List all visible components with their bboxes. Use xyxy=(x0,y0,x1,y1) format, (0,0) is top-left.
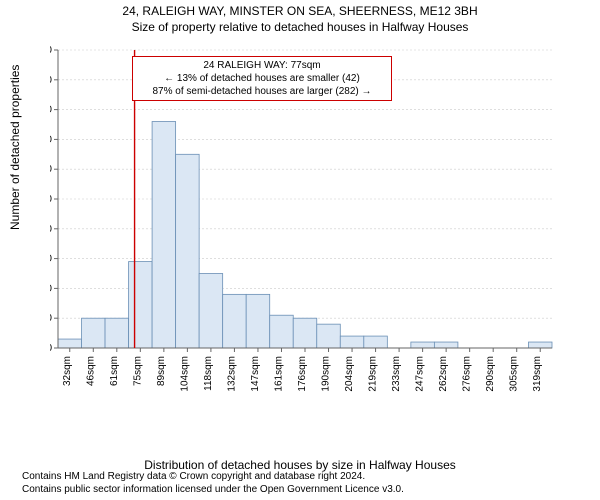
svg-text:190sqm: 190sqm xyxy=(321,356,332,392)
svg-text:70: 70 xyxy=(50,134,52,145)
svg-text:319sqm: 319sqm xyxy=(532,356,543,392)
svg-text:20: 20 xyxy=(50,283,52,294)
svg-text:61sqm: 61sqm xyxy=(109,356,120,386)
svg-text:32sqm: 32sqm xyxy=(62,356,73,386)
annotation-line-2: ← 13% of detached houses are smaller (42… xyxy=(139,72,385,85)
svg-text:46sqm: 46sqm xyxy=(85,356,96,386)
chart-area: 0 10 20 30 40 50 60 70 80 90 100 32sqm 46sqm 61sqm 75s… xyxy=(50,46,560,406)
svg-text:30: 30 xyxy=(50,254,52,265)
svg-text:80: 80 xyxy=(50,105,52,116)
svg-text:89sqm: 89sqm xyxy=(156,356,167,386)
svg-text:276sqm: 276sqm xyxy=(462,356,473,392)
annotation-box: 24 RALEIGH WAY: 77sqm ← 13% of detached … xyxy=(132,56,392,101)
title-line-2: Size of property relative to detached ho… xyxy=(0,20,600,36)
svg-text:104sqm: 104sqm xyxy=(179,356,190,392)
annotation-line-3: 87% of semi-detached houses are larger (… xyxy=(139,85,385,98)
svg-text:40: 40 xyxy=(50,224,52,235)
footer-line-2: Contains public sector information licen… xyxy=(22,484,404,497)
svg-text:219sqm: 219sqm xyxy=(368,356,379,392)
svg-text:0: 0 xyxy=(50,343,52,354)
annotation-line-1: 24 RALEIGH WAY: 77sqm xyxy=(139,59,385,72)
svg-text:100: 100 xyxy=(50,46,52,56)
svg-text:233sqm: 233sqm xyxy=(391,356,402,392)
svg-text:60: 60 xyxy=(50,164,52,175)
svg-text:90: 90 xyxy=(50,75,52,86)
y-axis-label: Number of detached properties xyxy=(8,65,22,230)
svg-text:247sqm: 247sqm xyxy=(415,356,426,392)
svg-text:132sqm: 132sqm xyxy=(226,356,237,392)
svg-text:10: 10 xyxy=(50,313,52,324)
svg-text:262sqm: 262sqm xyxy=(438,356,449,392)
svg-text:75sqm: 75sqm xyxy=(132,356,143,386)
svg-text:50: 50 xyxy=(50,194,52,205)
footer-line-1: Contains HM Land Registry data © Crown c… xyxy=(22,471,404,484)
svg-text:305sqm: 305sqm xyxy=(509,356,520,392)
svg-text:176sqm: 176sqm xyxy=(297,356,308,392)
svg-text:290sqm: 290sqm xyxy=(485,356,496,392)
svg-text:118sqm: 118sqm xyxy=(203,356,214,391)
title-line-1: 24, RALEIGH WAY, MINSTER ON SEA, SHEERNE… xyxy=(0,4,600,20)
footer: Contains HM Land Registry data © Crown c… xyxy=(22,471,404,496)
title-block: 24, RALEIGH WAY, MINSTER ON SEA, SHEERNE… xyxy=(0,0,600,35)
svg-text:147sqm: 147sqm xyxy=(250,356,261,392)
svg-text:204sqm: 204sqm xyxy=(344,356,355,392)
svg-text:161sqm: 161sqm xyxy=(273,356,284,392)
x-axis-label: Distribution of detached houses by size … xyxy=(0,458,600,472)
